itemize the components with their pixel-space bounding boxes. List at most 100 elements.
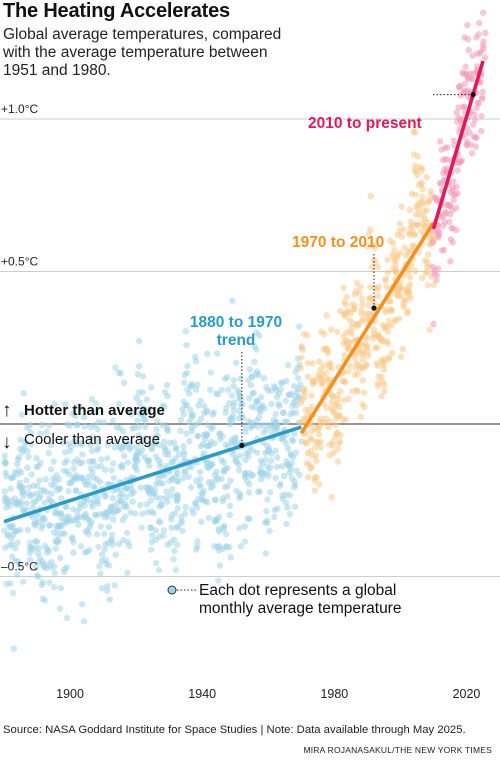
monthly-dot [164,392,171,400]
monthly-dot [56,485,64,492]
monthly-dot [105,523,113,531]
monthly-dot [58,495,65,502]
monthly-dot [365,231,372,238]
marker-1880 [239,442,245,448]
monthly-dot [266,527,273,535]
monthly-dot [408,262,415,269]
monthly-dot [34,482,41,490]
monthly-dot [1,527,8,534]
monthly-dot [180,442,187,450]
source-note: Source: NASA Goddard Institute for Space… [3,724,466,736]
dot-legend-line-2: monthly average temperature [199,600,401,617]
monthly-dots [1,9,489,652]
monthly-dot [194,432,202,440]
monthly-dot [33,454,40,462]
monthly-dot [361,403,368,411]
monthly-dot [480,38,487,45]
monthly-dot [171,510,178,517]
monthly-dot [40,515,47,522]
monthly-dot [367,294,374,301]
monthly-dot [476,19,483,27]
monthly-dot [204,499,211,506]
monthly-dot [454,190,461,197]
monthly-dot [265,472,272,480]
monthly-dot [358,318,366,325]
monthly-dot [174,541,181,548]
monthly-dot [80,413,88,421]
monthly-dot [317,444,324,451]
monthly-dot [237,543,245,550]
monthly-dot [383,283,390,291]
monthly-dot [316,358,323,365]
monthly-dot [245,489,253,496]
legend-dot-icon [167,585,177,595]
monthly-dot [429,238,437,246]
monthly-dot [124,459,132,466]
cooler-label: Cooler than average [24,431,160,448]
monthly-dot [139,389,146,396]
monthly-dot [76,403,83,410]
monthly-dot [311,474,318,481]
monthly-dot [457,158,464,165]
monthly-dot [317,415,324,422]
monthly-dot [317,438,324,446]
monthly-dot [288,460,296,467]
monthly-dot [313,457,320,465]
monthly-dot [135,423,143,431]
monthly-dot [367,192,375,200]
monthly-dot [93,531,101,538]
monthly-dot [286,491,294,499]
monthly-dot [18,411,26,418]
monthly-dot [204,421,211,429]
monthly-dot [253,346,260,353]
monthly-dot [246,481,253,488]
monthly-dot [308,392,315,399]
monthly-dot [182,510,189,517]
monthly-dot [39,522,46,529]
monthly-dot [112,551,119,558]
monthly-dot [69,535,76,542]
monthly-dot [136,399,143,406]
monthly-dot [183,341,190,349]
monthly-dot [79,451,86,458]
monthly-dot [112,508,120,515]
monthly-dot [50,563,58,570]
monthly-dot [230,399,238,406]
monthly-dot [179,527,186,535]
monthly-dot [197,415,205,422]
monthly-dot [110,474,118,482]
monthly-dot [464,21,471,29]
monthly-dot [320,362,328,369]
monthly-dot [214,350,221,357]
monthly-dot [479,88,487,96]
monthly-dot [359,301,366,308]
monthly-dot [88,396,96,403]
monthly-dot [148,384,155,391]
monthly-dot [273,463,281,471]
monthly-dot [180,448,188,455]
monthly-dot [121,436,128,444]
monthly-dot [146,462,153,469]
monthly-dot [268,400,275,408]
monthly-dot [182,503,189,511]
monthly-dot [336,403,343,411]
monthly-dot [324,347,331,354]
monthly-dot [268,450,275,457]
monthly-dot [378,373,385,381]
monthly-dot [186,390,193,397]
down-arrow-icon: ↓ [2,432,12,453]
monthly-dot [295,374,302,382]
monthly-dot [250,358,258,366]
monthly-dot [387,306,395,313]
monthly-dot [301,388,308,395]
monthly-dot [328,493,335,501]
monthly-dot [264,496,271,503]
monthly-dot [410,242,418,250]
monthly-dot [224,386,232,394]
monthly-dot [224,493,231,500]
monthly-dot [411,268,419,275]
monthly-dot [235,466,243,474]
monthly-dot [59,438,67,446]
monthly-dot [42,476,49,483]
monthly-dot [374,344,381,351]
